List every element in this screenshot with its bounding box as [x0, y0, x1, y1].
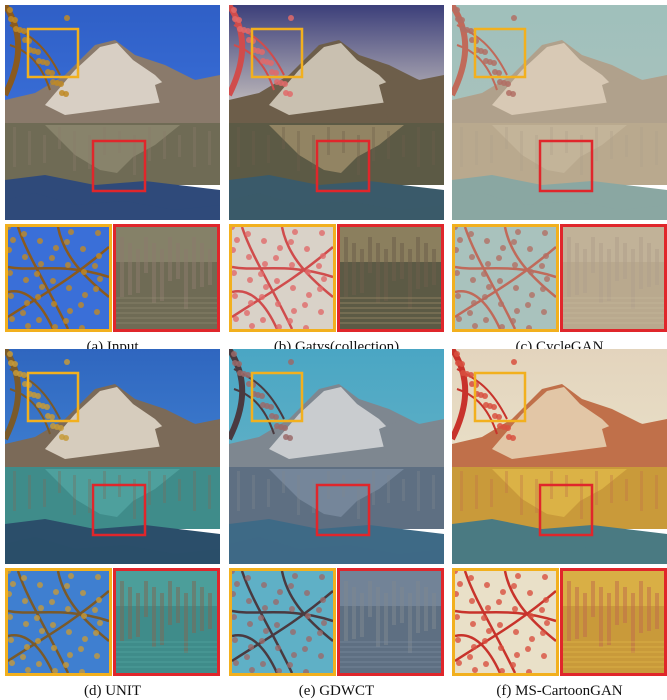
gdwct-image [229, 349, 444, 564]
zoom-inset-tree [5, 568, 112, 676]
unit-image [5, 349, 220, 564]
zoom-inset-tree [229, 568, 336, 676]
inset-row [5, 224, 220, 334]
cyclegan-image [452, 5, 667, 220]
zoom-inset-reflection [560, 568, 667, 676]
ms-cartoongan-image [452, 349, 667, 564]
zoom-inset-reflection [113, 568, 220, 676]
zoom-inset-reflection [337, 224, 444, 332]
input-image [5, 5, 220, 220]
gatys-image [229, 5, 444, 220]
caption-unit: (d) UNIT [83, 683, 142, 699]
zoom-inset-reflection [560, 224, 667, 332]
inset-row [452, 568, 667, 678]
zoom-inset-reflection [113, 224, 220, 332]
zoom-inset-tree [5, 224, 112, 332]
inset-row [452, 224, 667, 334]
inset-row [5, 568, 220, 678]
inset-row [229, 568, 444, 678]
zoom-inset-reflection [337, 568, 444, 676]
inset-row [229, 224, 444, 334]
zoom-inset-tree [229, 224, 336, 332]
zoom-inset-tree [452, 224, 559, 332]
zoom-inset-tree [452, 568, 559, 676]
caption-ms-cartoongan: (f) MS-CartoonGAN [496, 683, 623, 699]
caption-gdwct: (e) GDWCT [298, 683, 375, 699]
